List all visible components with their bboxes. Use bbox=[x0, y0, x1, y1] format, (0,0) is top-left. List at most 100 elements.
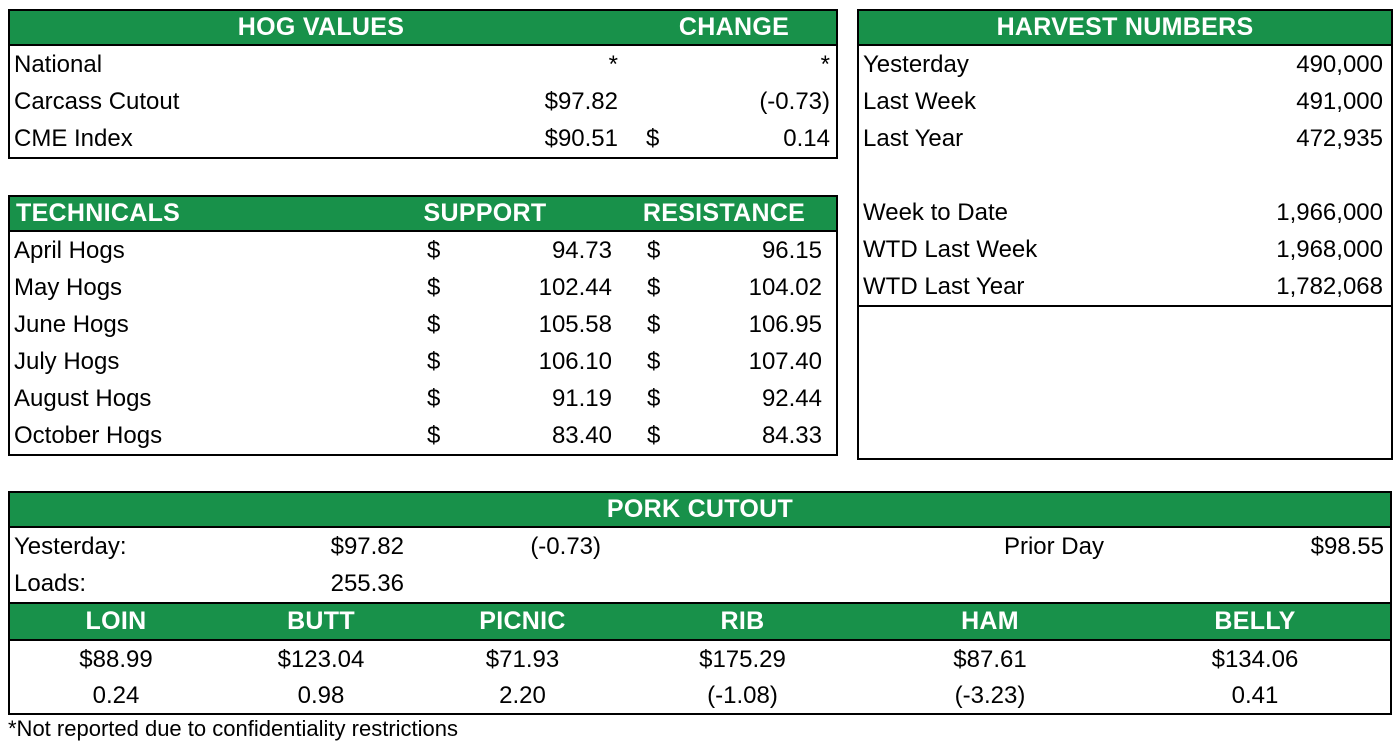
row-value: 1,782,068 bbox=[1276, 272, 1383, 300]
cut-values-row: $88.99 $123.04 $71.93 $175.29 $87.61 $13… bbox=[10, 641, 1390, 678]
resistance-value: 84.33 bbox=[761, 421, 822, 449]
prior-day-label: Prior Day bbox=[1003, 532, 1104, 560]
table-row: Last Year 472,935 bbox=[859, 120, 1391, 157]
pork-cutout-table: PORK CUTOUT Yesterday: $97.82 (-0.73) Pr… bbox=[8, 491, 1392, 715]
technicals-title: TECHNICALS bbox=[16, 199, 181, 227]
contract-label: May Hogs bbox=[14, 273, 123, 301]
resistance-cell: $ 92.44 bbox=[620, 380, 836, 417]
resistance-value: 104.02 bbox=[748, 273, 822, 301]
pork-cutout-title: PORK CUTOUT bbox=[606, 495, 794, 523]
yesterday-value: $97.82 bbox=[330, 532, 404, 560]
currency-symbol: $ bbox=[427, 347, 441, 375]
currency-symbol: $ bbox=[427, 384, 441, 412]
yesterday-label: Yesterday: bbox=[14, 532, 127, 560]
row-label: Last Week bbox=[863, 87, 976, 115]
support-cell: $ 94.73 bbox=[422, 232, 620, 269]
contract-label: August Hogs bbox=[14, 384, 152, 412]
table-row: WTD Last Year 1,782,068 bbox=[859, 268, 1391, 305]
resistance-cell: $ 106.95 bbox=[620, 306, 836, 343]
resistance-cell: $ 104.02 bbox=[620, 269, 836, 306]
table-row: October Hogs $ 83.40 $ 84.33 bbox=[10, 417, 836, 454]
resistance-value: 96.15 bbox=[761, 236, 822, 264]
row-value: $97.82 bbox=[544, 87, 618, 115]
support-cell: $ 106.10 bbox=[422, 343, 620, 380]
row-label: National bbox=[14, 50, 103, 78]
cut-change: 2.20 bbox=[499, 681, 546, 709]
currency-symbol: $ bbox=[647, 347, 661, 375]
cut-name: BELLY bbox=[1214, 607, 1296, 635]
resistance-value: 92.44 bbox=[761, 384, 822, 412]
yesterday-row: Yesterday: $97.82 (-0.73) Prior Day $98.… bbox=[10, 528, 1390, 565]
table-row: National * * bbox=[10, 46, 836, 83]
cut-change: 0.98 bbox=[297, 681, 345, 709]
cut-value: $134.06 bbox=[1211, 645, 1299, 673]
resistance-title: RESISTANCE bbox=[642, 199, 806, 227]
row-label: Yesterday bbox=[863, 50, 969, 78]
currency-symbol: $ bbox=[647, 273, 661, 301]
row-value: 491,000 bbox=[1296, 87, 1383, 115]
pork-cutout-header: PORK CUTOUT bbox=[10, 493, 1390, 528]
harvest-numbers-title: HARVEST NUMBERS bbox=[996, 13, 1254, 41]
loads-value: 255.36 bbox=[330, 569, 404, 597]
table-row: Week to Date 1,966,000 bbox=[859, 194, 1391, 231]
cut-name: BUTT bbox=[287, 607, 355, 635]
row-change: (-0.73) bbox=[632, 88, 836, 116]
cut-change: (-1.08) bbox=[707, 681, 778, 709]
change-title: CHANGE bbox=[678, 13, 790, 41]
harvest-numbers-table: HARVEST NUMBERS Yesterday 490,000 Last W… bbox=[857, 9, 1393, 460]
cut-name: LOIN bbox=[85, 607, 147, 635]
yesterday-change: (-0.73) bbox=[530, 532, 601, 560]
support-value: 91.19 bbox=[551, 384, 612, 412]
loads-row: Loads: 255.36 bbox=[10, 565, 1390, 602]
row-change: $ 0.14 bbox=[632, 125, 836, 153]
row-value: 490,000 bbox=[1296, 50, 1383, 78]
row-label: WTD Last Week bbox=[863, 235, 1038, 263]
contract-label: April Hogs bbox=[14, 236, 125, 264]
currency-symbol: $ bbox=[647, 384, 661, 412]
table-row-blank bbox=[859, 157, 1391, 194]
currency-symbol: $ bbox=[647, 236, 661, 264]
currency-symbol: $ bbox=[427, 236, 441, 264]
support-cell: $ 91.19 bbox=[422, 380, 620, 417]
support-value: 94.73 bbox=[551, 236, 612, 264]
currency-symbol: $ bbox=[427, 421, 441, 449]
change-value: (-0.73) bbox=[759, 87, 830, 115]
row-value: * bbox=[608, 50, 618, 78]
support-value: 102.44 bbox=[538, 273, 612, 301]
resistance-value: 107.40 bbox=[748, 347, 822, 375]
table-row: CME Index $90.51 $ 0.14 bbox=[10, 120, 836, 157]
support-value: 106.10 bbox=[538, 347, 612, 375]
technicals-table: TECHNICALS SUPPORT RESISTANCE April Hogs… bbox=[8, 195, 838, 456]
hog-values-header: HOG VALUES CHANGE bbox=[10, 11, 836, 46]
row-label: Last Year bbox=[863, 124, 964, 152]
cut-change: 0.24 bbox=[92, 681, 140, 709]
support-value: 83.40 bbox=[551, 421, 612, 449]
cut-value: $175.29 bbox=[699, 645, 786, 673]
hog-values-table: HOG VALUES CHANGE National * * Carcass C… bbox=[8, 9, 838, 159]
table-row: July Hogs $ 106.10 $ 107.40 bbox=[10, 343, 836, 380]
support-cell: $ 102.44 bbox=[422, 269, 620, 306]
cut-value: $123.04 bbox=[277, 645, 365, 673]
contract-label: June Hogs bbox=[14, 310, 129, 338]
row-value: 472,935 bbox=[1296, 124, 1383, 152]
row-value: $90.51 bbox=[544, 124, 618, 152]
currency-symbol: $ bbox=[646, 124, 660, 152]
support-value: 105.58 bbox=[538, 310, 612, 338]
cut-value: $88.99 bbox=[79, 645, 153, 673]
table-row: WTD Last Week 1,968,000 bbox=[859, 231, 1391, 268]
cuts-header-row: LOIN BUTT PICNIC RIB HAM BELLY bbox=[10, 602, 1390, 641]
currency-symbol: $ bbox=[427, 310, 441, 338]
table-row: August Hogs $ 91.19 $ 92.44 bbox=[10, 380, 836, 417]
loads-label: Loads: bbox=[14, 569, 87, 597]
row-value: 1,968,000 bbox=[1276, 235, 1383, 263]
cut-change: 0.41 bbox=[1231, 681, 1279, 709]
cut-changes-row: 0.24 0.98 2.20 (-1.08) (-3.23) 0.41 bbox=[10, 678, 1390, 713]
resistance-value: 106.95 bbox=[748, 310, 822, 338]
technicals-header: TECHNICALS SUPPORT RESISTANCE bbox=[10, 197, 836, 232]
table-row: June Hogs $ 105.58 $ 106.95 bbox=[10, 306, 836, 343]
resistance-cell: $ 84.33 bbox=[620, 417, 836, 454]
cut-change: (-3.23) bbox=[954, 681, 1026, 709]
table-row: Last Week 491,000 bbox=[859, 83, 1391, 120]
row-value: 1,966,000 bbox=[1276, 198, 1383, 226]
empty-cell-area bbox=[859, 305, 1391, 451]
